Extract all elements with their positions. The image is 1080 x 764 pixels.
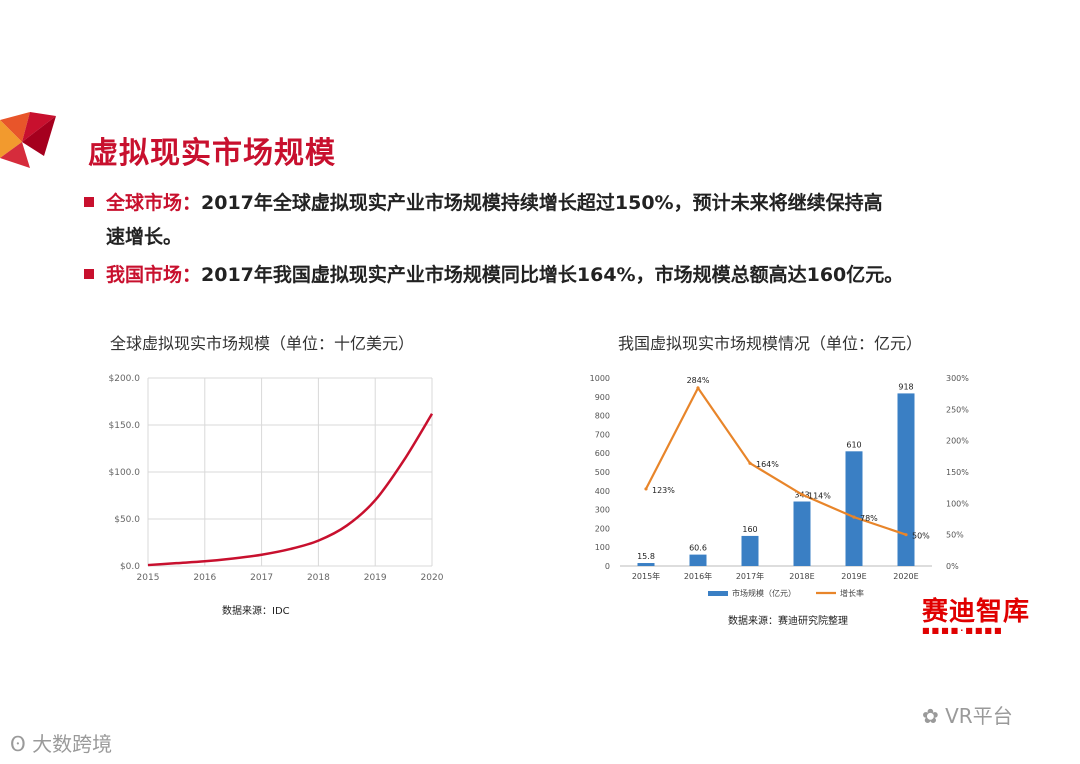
watermark-left: ʘ 大数跨境 — [10, 728, 112, 757]
growth-value-label: 164% — [756, 460, 779, 469]
global-market-line-chart: $0.0 $50.0 $100.0 $150.0 $200.0 2015 2016 2017 2… — [109, 374, 444, 583]
x-tick-label: 2018 — [307, 573, 330, 583]
bar-value-label: 160 — [742, 525, 757, 534]
bar-value-label: 15.8 — [637, 552, 655, 561]
watermark-left-text: 大数跨境 — [32, 732, 113, 756]
y-tick-label: $100.0 — [109, 468, 141, 478]
chart1-source: 数据来源：IDC — [222, 606, 290, 617]
publisher-logo: 赛迪智库 ■■■■·■■■■ — [922, 597, 1056, 635]
bar — [897, 393, 915, 566]
y-tick-label: 400 — [595, 487, 610, 496]
y-tick-label: 300 — [595, 506, 610, 515]
y2-tick-label: 100% — [946, 499, 969, 508]
legend-label-bar: 市场规模（亿元） — [732, 588, 796, 598]
growth-value-label: 123% — [652, 486, 675, 495]
x-tick-label: 2018E — [789, 572, 814, 581]
logo-mark-icon — [0, 112, 56, 168]
bullet-text: 2017年我国虚拟现实产业市场规模同比增长164%，市场规模总额高达160亿元。 — [201, 264, 904, 286]
y2-tick-label: 50% — [946, 531, 964, 540]
growth-point — [800, 492, 804, 497]
y-tick-label: 500 — [595, 468, 610, 477]
y2-tick-label: 250% — [946, 405, 969, 414]
bullet-square-icon — [84, 196, 94, 207]
bar — [741, 535, 759, 566]
y-tick-label: 700 — [595, 430, 610, 439]
y-tick-label: $150.0 — [109, 421, 141, 431]
publisher-name: 赛迪智库 — [922, 597, 1031, 627]
y-tick-label: 600 — [595, 449, 610, 458]
growth-point — [748, 461, 752, 465]
y-tick-label: 800 — [595, 412, 610, 421]
slide-title: 虚拟现实市场规模 — [88, 136, 336, 171]
bar-value-label: 918 — [898, 382, 913, 391]
wechat-icon: ✿ — [922, 704, 939, 728]
legend-swatch-bar — [708, 591, 728, 596]
publisher-subtitle: ■■■■·■■■■ — [922, 626, 1004, 635]
y2-tick-label: 0% — [946, 562, 959, 571]
legend-label-growth: 增长率 — [840, 588, 864, 598]
growth-value-label: 50% — [912, 532, 930, 541]
bullet-china: 我国市场：2017年我国虚拟现实产业市场规模同比增长164%，市场规模总额高达1… — [84, 258, 1024, 292]
chart2-title: 我国虚拟现实市场规模情况（单位：亿元） — [618, 334, 923, 353]
x-tick-label: 2015 — [137, 573, 160, 583]
y-tick-label: $200.0 — [109, 374, 141, 384]
watermark-right-text: VR平台 — [945, 704, 1013, 728]
y-tick-label: $0.0 — [120, 562, 140, 572]
y2-tick-label: 200% — [946, 437, 969, 446]
y-tick-label: 900 — [595, 393, 610, 402]
growth-point — [696, 386, 700, 390]
bar — [689, 554, 707, 566]
growth-value-label: 284% — [687, 376, 710, 385]
growth-value-label: 78% — [860, 514, 878, 523]
x-tick-label: 2017 — [250, 573, 273, 583]
y-tick-label: 100 — [595, 543, 610, 552]
x-tick-label: 2019 — [364, 573, 387, 583]
watermark-right: ✿ VR平台 — [922, 700, 1013, 729]
weibo-icon: ʘ — [10, 732, 26, 756]
bullet-square-icon — [84, 268, 94, 279]
bar — [793, 501, 811, 566]
x-tick-label: 2017年 — [736, 571, 764, 581]
bar — [845, 451, 863, 566]
bullet-text-continued: 速增长。 — [106, 226, 183, 248]
bullet-label: 全球市场： — [106, 192, 202, 214]
bullet-label: 我国市场： — [106, 264, 202, 286]
growth-point — [904, 533, 908, 537]
y-tick-label: 0 — [605, 562, 610, 571]
growth-point — [644, 487, 648, 491]
x-tick-label: 2016年 — [684, 571, 712, 581]
series-line — [147, 413, 434, 567]
x-tick-label: 2020E — [893, 572, 918, 581]
bar-value-label: 610 — [846, 440, 861, 449]
y2-tick-label: 300% — [946, 374, 969, 383]
growth-line — [645, 385, 907, 536]
bar — [637, 563, 655, 566]
y-tick-label: $50.0 — [114, 515, 140, 525]
x-tick-label: 2015年 — [632, 571, 660, 581]
bullet-text: 2017年全球虚拟现实产业市场规模持续增长超过150%，预计未来将继续保持高 — [201, 192, 883, 214]
chart1-title: 全球虚拟现实市场规模（单位：十亿美元） — [110, 334, 415, 353]
y-tick-label: 200 — [595, 524, 610, 533]
chart2-source: 数据来源：赛迪研究院整理 — [728, 616, 848, 627]
growth-value-label: 114% — [808, 492, 831, 501]
bullet-global: 全球市场：2017年全球虚拟现实产业市场规模持续增长超过150%，预计未来将继续… — [84, 186, 1024, 254]
y2-tick-label: 150% — [946, 468, 969, 477]
x-tick-label: 2020 — [421, 573, 444, 583]
growth-point — [852, 515, 856, 519]
x-tick-label: 2016 — [193, 573, 216, 583]
bar-value-label: 60.6 — [689, 544, 707, 553]
china-market-bar-chart: 0 100 200 300 400 500 600 700 800 900 1000 0% 50% 100… — [590, 374, 970, 598]
x-tick-label: 2019E — [841, 572, 866, 581]
y-tick-label: 1000 — [590, 374, 610, 383]
